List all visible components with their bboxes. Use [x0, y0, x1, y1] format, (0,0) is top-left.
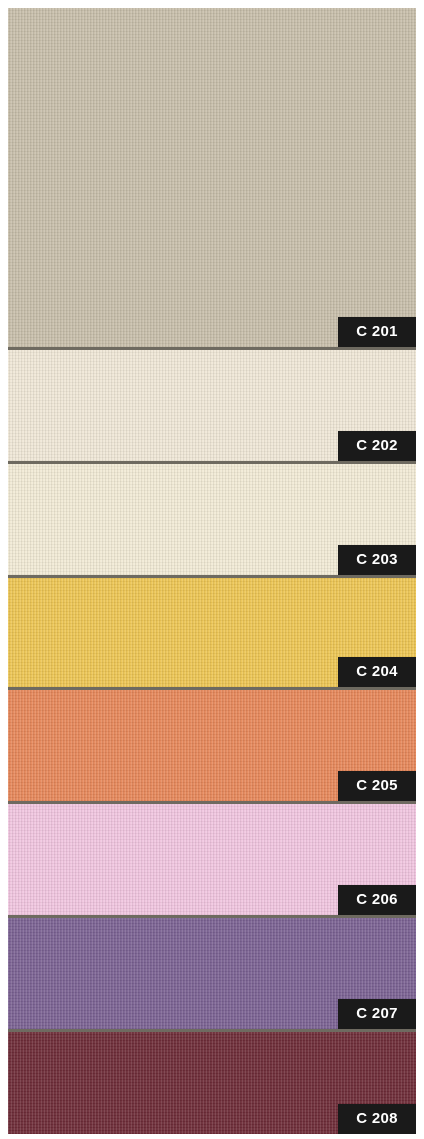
- swatch-code-label: C 205: [338, 771, 416, 801]
- swatch-code-label: C 206: [338, 885, 416, 915]
- swatch-c205[interactable]: C 205: [8, 690, 416, 804]
- swatch-c208[interactable]: C 208: [8, 1032, 416, 1134]
- swatch-c204[interactable]: C 204: [8, 578, 416, 690]
- swatch-code-label: C 207: [338, 999, 416, 1029]
- swatch-code-label: C 203: [338, 545, 416, 575]
- fabric-texture: [8, 8, 416, 347]
- swatch-c207[interactable]: C 207: [8, 918, 416, 1032]
- swatch-c202[interactable]: C 202: [8, 350, 416, 464]
- swatch-c201[interactable]: C 201: [8, 8, 416, 350]
- fabric-swatch-list: C 201 C 202 C 203 C 204 C 205 C 206 C 20…: [8, 8, 416, 1134]
- swatch-code-label: C 208: [338, 1104, 416, 1134]
- swatch-code-label: C 201: [338, 317, 416, 347]
- swatch-code-label: C 202: [338, 431, 416, 461]
- swatch-c203[interactable]: C 203: [8, 464, 416, 578]
- swatch-c206[interactable]: C 206: [8, 804, 416, 918]
- swatch-code-label: C 204: [338, 657, 416, 687]
